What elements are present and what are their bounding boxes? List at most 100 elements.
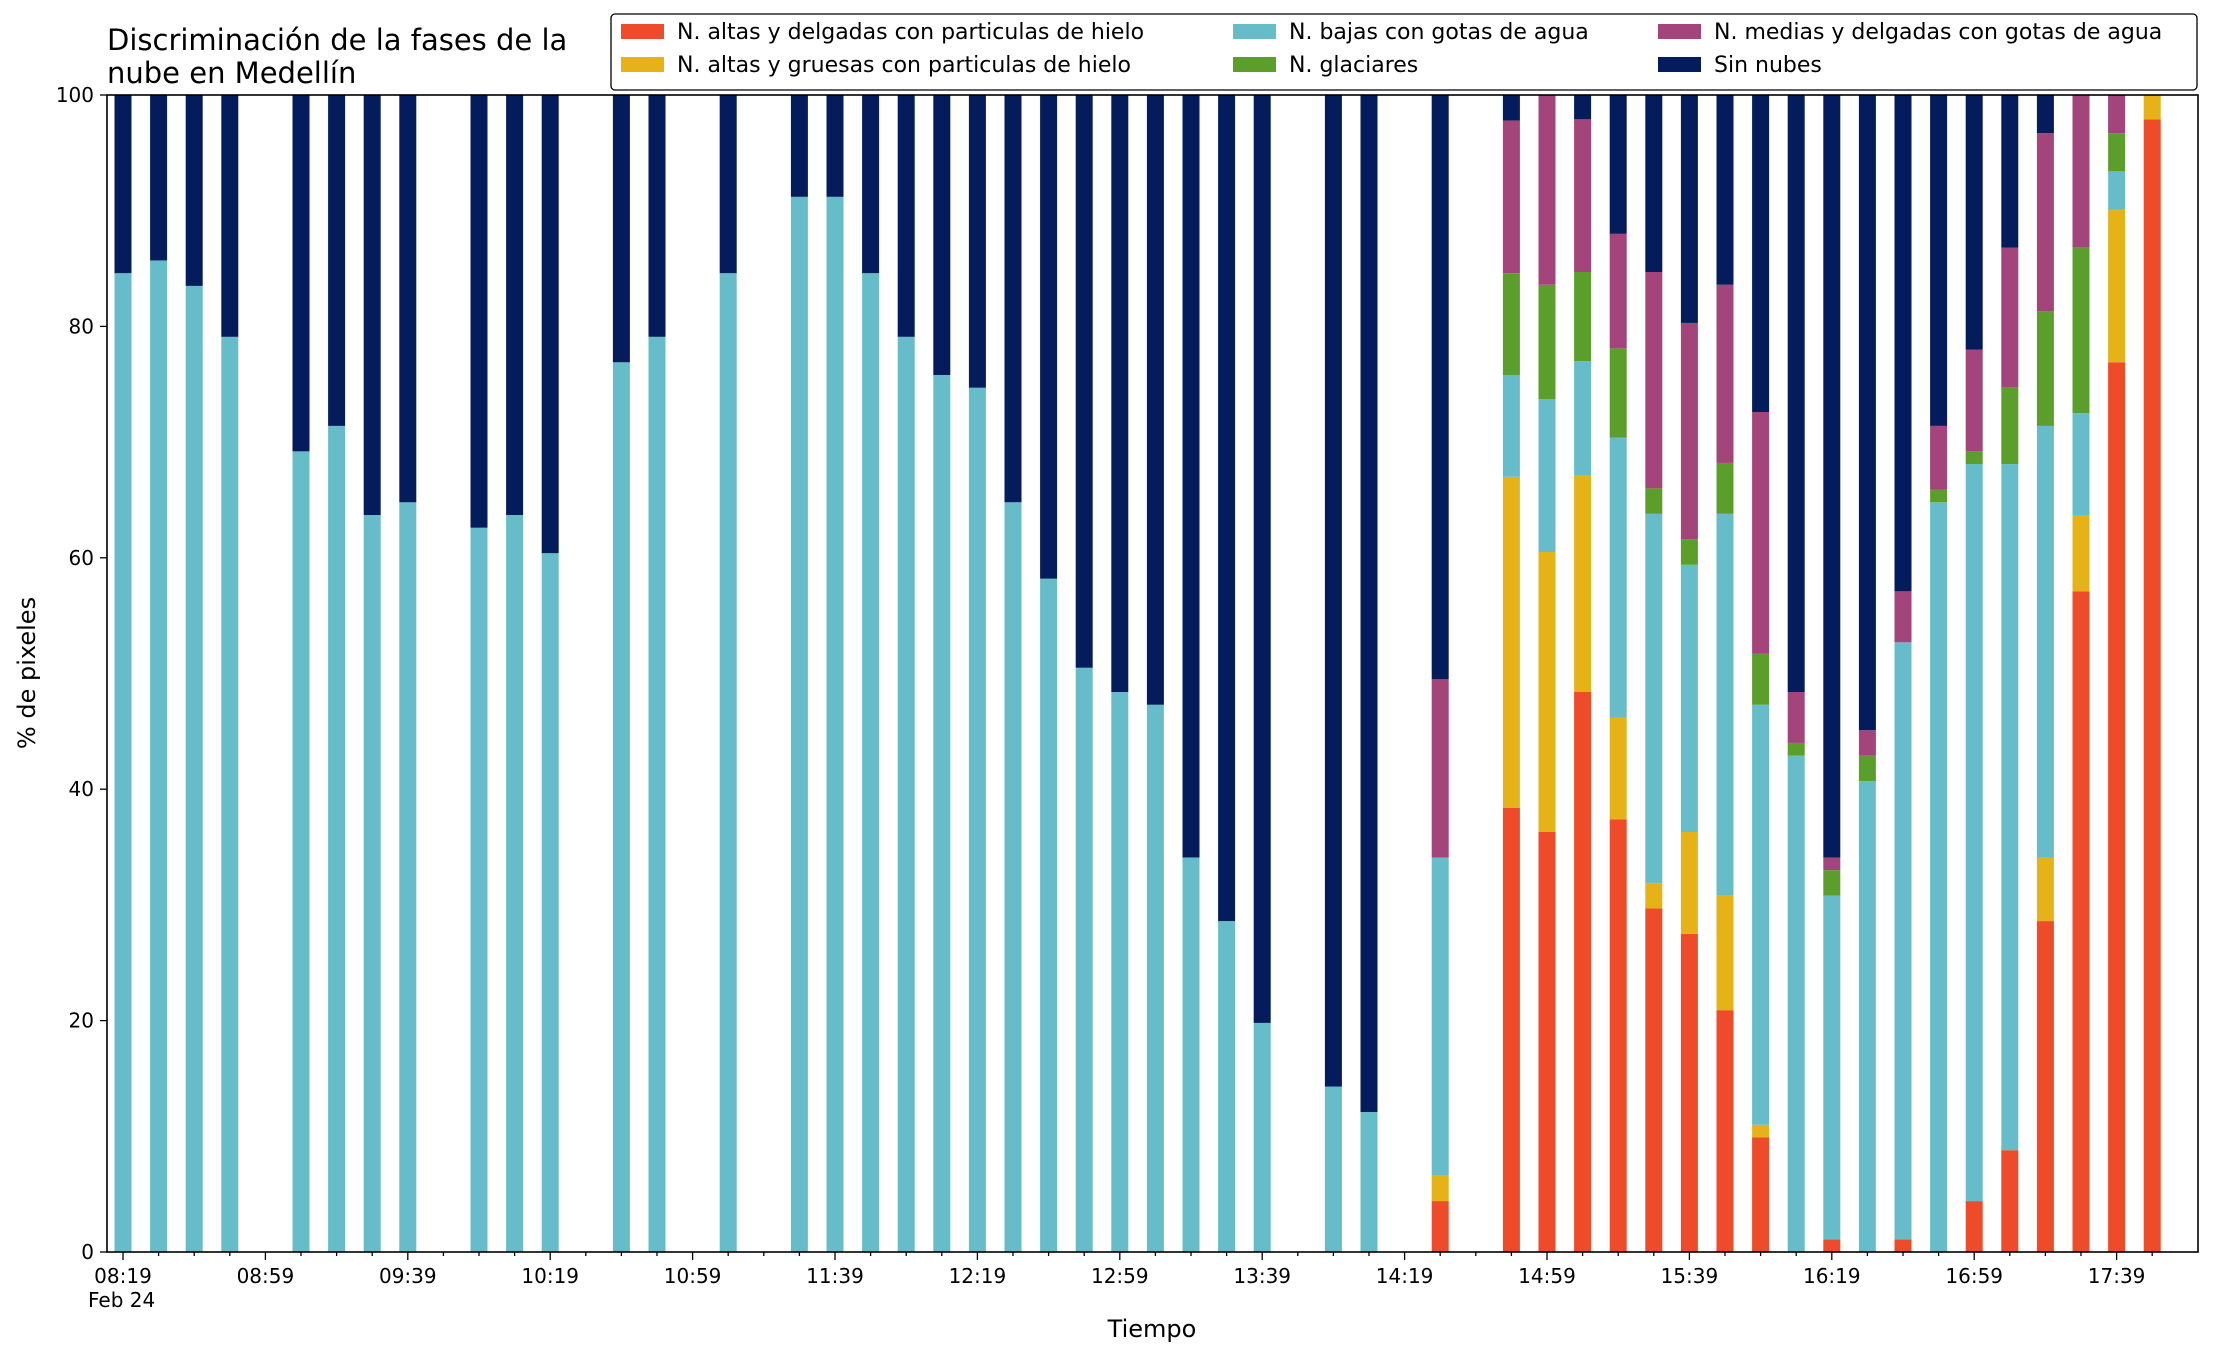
bar-segment-1509-s3	[1574, 272, 1592, 362]
bar-segment-1539-s2	[1680, 564, 1698, 833]
bar-segment-1229-s5	[1004, 95, 1022, 503]
bar-segment-1019-s5	[541, 95, 559, 554]
bar-segment-1559-s4	[1752, 412, 1770, 654]
legend-label: N. glaciares	[1289, 53, 1418, 78]
bar-segment-1649-s4	[1930, 425, 1948, 490]
bar-segment-1519-s4	[1609, 233, 1627, 349]
bar-segment-0929-s2	[363, 514, 381, 1252]
bar-segment-1319-s2	[1182, 857, 1200, 1252]
bar-segment-1209-s2	[933, 374, 951, 1252]
bar-segment-1409-s2	[1360, 1112, 1378, 1252]
bar-segment-0959-s2	[470, 527, 488, 1252]
bar-segment-1459-s1	[1538, 552, 1556, 832]
bar-segment-1539-s1	[1680, 832, 1698, 934]
bar-segment-1719-s4	[2036, 133, 2054, 312]
bar-segment-1709-s0	[2001, 1150, 2019, 1252]
bar-segment-1309-s2	[1146, 704, 1164, 1252]
bar-segment-1459-s0	[1538, 832, 1556, 1252]
x-tick-sublabel: Feb 24	[88, 1288, 155, 1312]
bar-segment-1259-s5	[1111, 95, 1129, 693]
x-tick-label: 15:39	[1661, 1264, 1719, 1288]
bar-segment-1339-s5	[1253, 95, 1271, 1023]
bar-segment-0819-s5	[114, 95, 132, 274]
y-tick-label: 60	[69, 546, 94, 570]
x-tick-label: 08:19	[94, 1264, 152, 1288]
bar-segment-1619-s0	[1823, 1239, 1841, 1252]
bar-segment-1549-s3	[1716, 462, 1734, 514]
bar-segment-1009-s5	[506, 95, 524, 515]
bar-segment-1329-s5	[1218, 95, 1236, 922]
y-axis: 0 20 40 60 80 100	[56, 83, 107, 1264]
bar-segment-1529-s1	[1645, 882, 1663, 909]
bar-segment-1509-s4	[1574, 119, 1592, 273]
bar-segment-1139-s2	[826, 196, 844, 1252]
bar-segment-1749-s1	[2143, 95, 2161, 120]
legend-label: N. medias y delgadas con gotas de agua	[1714, 20, 2162, 45]
bar-segment-1529-s3	[1645, 488, 1663, 514]
bar-segment-1639-s0	[1894, 1239, 1912, 1252]
bar-segment-1519-s3	[1609, 348, 1627, 438]
bar-segment-1529-s4	[1645, 272, 1663, 489]
legend-swatch	[621, 57, 664, 72]
bar-segment-1039-s2	[612, 362, 630, 1252]
bar-segment-1049-s5	[648, 95, 666, 337]
bar-segment-0929-s5	[363, 95, 381, 515]
bar-segment-1539-s4	[1680, 322, 1698, 540]
bar-segment-1549-s2	[1716, 513, 1734, 896]
x-tick-label: 13:39	[1233, 1264, 1291, 1288]
bar-segment-1449-s2	[1502, 374, 1520, 477]
bar-segment-0839-s2	[185, 285, 203, 1252]
legend-swatch	[1658, 57, 1701, 72]
bar-segment-1129-s5	[790, 95, 808, 197]
bar-segment-1459-s2	[1538, 399, 1556, 553]
bar-segment-1609-s5	[1787, 95, 1805, 693]
bar-segment-1539-s3	[1680, 539, 1698, 565]
bar-segment-1149-s2	[862, 273, 880, 1252]
bar-segment-1629-s2	[1858, 781, 1876, 1252]
bar-segment-0909-s5	[292, 95, 310, 452]
bar-segment-1519-s2	[1609, 437, 1627, 718]
bar-segment-1339-s2	[1253, 1022, 1271, 1252]
x-tick-label: 14:59	[1518, 1264, 1576, 1288]
bar-segment-1739-s4	[2108, 95, 2126, 134]
bar-segment-0849-s5	[221, 95, 239, 337]
x-tick-label: 10:19	[521, 1264, 579, 1288]
bar-segment-0819-s2	[114, 273, 132, 1252]
bar-segment-1239-s5	[1040, 95, 1058, 579]
bar-segment-1619-s4	[1823, 857, 1841, 871]
bar-segment-1649-s2	[1930, 502, 1948, 1252]
bar-segment-1219-s5	[968, 95, 986, 388]
bar-segment-1139-s5	[826, 95, 844, 197]
bar-segment-1429-s4	[1431, 679, 1449, 858]
bar-segment-1219-s2	[968, 387, 986, 1253]
bar-segment-1609-s3	[1787, 742, 1805, 756]
bar-segment-1719-s0	[2036, 921, 2054, 1252]
bar-segment-1549-s0	[1716, 1010, 1734, 1252]
legend-swatch	[1658, 24, 1701, 39]
x-tick-label: 16:19	[1803, 1264, 1861, 1288]
bar-segment-1559-s3	[1752, 653, 1770, 705]
bar-segment-0909-s2	[292, 451, 310, 1252]
x-axis-label: Tiempo	[1107, 1315, 1197, 1343]
bar-segment-1739-s3	[2108, 133, 2126, 172]
x-tick-label: 11:39	[806, 1264, 864, 1288]
bar-segment-1259-s2	[1111, 692, 1129, 1252]
bar-segment-1449-s0	[1502, 807, 1520, 1252]
bar-segment-1619-s2	[1823, 895, 1841, 1240]
bar-segment-1659-s4	[1965, 349, 1983, 452]
bar-segment-1709-s4	[2001, 247, 2019, 388]
bar-segment-1239-s2	[1040, 578, 1058, 1252]
bar-segment-1019-s2	[541, 553, 559, 1252]
bar-segment-1639-s4	[1894, 591, 1912, 643]
bar-segment-1619-s3	[1823, 870, 1841, 896]
bar-segment-1249-s5	[1075, 95, 1093, 668]
bar-segment-1429-s2	[1431, 857, 1449, 1176]
bar-segment-1739-s0	[2108, 362, 2126, 1252]
legend-box	[610, 13, 2198, 91]
bar-segment-1509-s5	[1574, 95, 1592, 120]
bar-segment-1429-s1	[1431, 1175, 1449, 1202]
x-tick-label: 12:59	[1091, 1264, 1149, 1288]
bar-segment-1629-s5	[1858, 95, 1876, 731]
y-tick-label: 80	[69, 314, 94, 338]
